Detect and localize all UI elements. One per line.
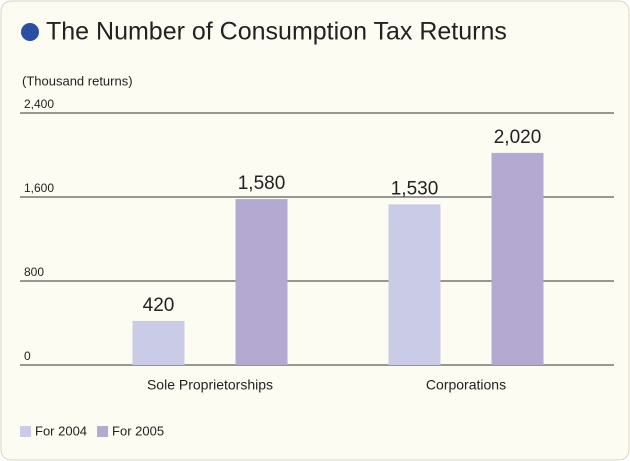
legend-swatch — [20, 426, 31, 437]
value-label: 1,530 — [391, 178, 439, 199]
y-axis-label: (Thousand returns) — [22, 73, 133, 88]
legend-label: For 2004 — [35, 423, 87, 438]
x-tick-label: Sole Proprietorships — [147, 377, 273, 393]
chart-title: The Number of Consumption Tax Returns — [46, 18, 507, 46]
y-tick-label: 800 — [24, 265, 44, 279]
legend-swatch — [97, 426, 109, 437]
y-tick-label: 2,400 — [24, 97, 54, 111]
legend-label: For 2005 — [112, 423, 164, 438]
value-label: 1,580 — [238, 173, 286, 194]
value-label: 2,020 — [494, 127, 542, 148]
y-tick-label: 0 — [24, 349, 31, 363]
bar — [132, 320, 185, 365]
title-bullet — [21, 23, 39, 41]
y-tick-label: 1,600 — [24, 181, 54, 195]
bar — [388, 204, 441, 365]
value-label: 420 — [143, 295, 175, 316]
bar — [235, 199, 288, 365]
bar — [491, 152, 544, 365]
x-tick-label: Corporations — [426, 377, 506, 393]
